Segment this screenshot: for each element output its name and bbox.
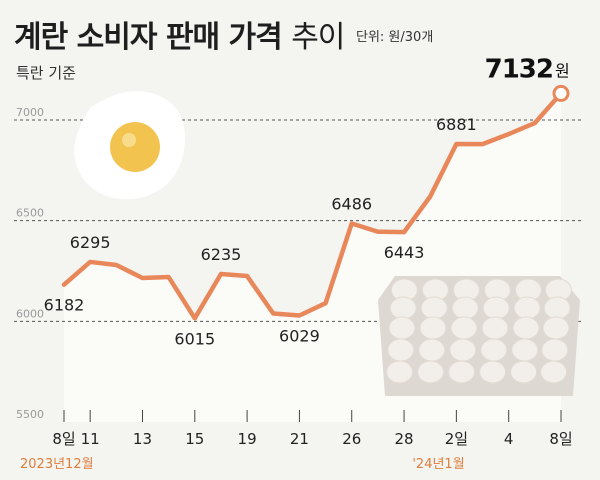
egg — [510, 360, 538, 384]
x-axis: 8일 11 13 15 19 21 26 28 2일 4 8일 2023년12월 '24년1월 — [20, 410, 573, 472]
data-label: 6486 — [331, 194, 372, 213]
x-tick-label: 11 — [81, 430, 100, 448]
last-value-unit: 원 — [555, 61, 570, 80]
data-labels: 6182 6295 6015 6235 6029 6486 6443 6881 7132 원 — [44, 54, 570, 348]
egg — [543, 296, 571, 320]
page-title: 계란 소비자 판매 가격 추이 — [14, 12, 345, 56]
x-tick-label: 21 — [290, 430, 309, 448]
chart-subtitle: 특란 기준 — [16, 64, 76, 82]
title-main: 계란 소비자 판매 가격 — [14, 20, 283, 55]
egg — [512, 316, 540, 340]
price-line — [61, 91, 564, 321]
last-value-label: 7132 — [485, 54, 553, 84]
y-tick-label: 6500 — [16, 207, 44, 220]
last-point-marker — [552, 84, 570, 102]
egg — [479, 360, 507, 384]
y-tick-label: 7000 — [16, 106, 44, 119]
x-tick-label: 2일 — [445, 430, 468, 448]
egg — [542, 316, 570, 340]
data-label: 6015 — [174, 329, 215, 348]
egg — [449, 338, 477, 362]
egg — [387, 338, 415, 362]
egg — [511, 338, 539, 362]
egg — [480, 338, 508, 362]
egg — [540, 360, 568, 384]
egg — [389, 296, 417, 320]
egg — [448, 360, 476, 384]
data-label: 6182 — [44, 296, 85, 315]
month-label: 2023년12월 — [20, 457, 94, 472]
price-series — [61, 84, 570, 321]
egg — [386, 360, 414, 384]
egg — [419, 316, 447, 340]
egg — [541, 338, 569, 362]
egg — [513, 296, 541, 320]
egg-tray-illustration — [378, 276, 580, 396]
data-label: 6235 — [201, 245, 242, 264]
data-label: 6881 — [436, 115, 477, 134]
x-tick-label: 4 — [504, 430, 514, 448]
x-tick-label: 26 — [342, 430, 361, 448]
egg — [417, 360, 445, 384]
x-tick-label: 28 — [395, 430, 414, 448]
title-trend: 추이 — [291, 20, 345, 55]
egg — [481, 316, 509, 340]
egg — [418, 338, 446, 362]
egg — [420, 296, 448, 320]
y-tick-label: 5500 — [16, 408, 44, 421]
egg — [450, 316, 478, 340]
egg — [482, 296, 510, 320]
x-tick-label: 13 — [133, 430, 152, 448]
x-tick-label: 8일 — [549, 430, 572, 448]
month-label: '24년1월 — [412, 457, 464, 472]
data-label: 6029 — [279, 326, 320, 345]
egg — [451, 296, 479, 320]
grid: 5500 6000 6500 7000 — [14, 106, 584, 421]
x-tick-label: 8일 — [52, 430, 75, 448]
data-label: 6295 — [70, 233, 111, 252]
x-tick-label: 19 — [238, 430, 257, 448]
data-label: 6443 — [384, 243, 425, 262]
y-tick-label: 6000 — [16, 307, 44, 320]
unit-note: 단위: 원/30개 — [356, 30, 434, 45]
x-tick-label: 15 — [185, 430, 204, 448]
egg — [388, 316, 416, 340]
fried-egg-illustration — [74, 91, 185, 200]
